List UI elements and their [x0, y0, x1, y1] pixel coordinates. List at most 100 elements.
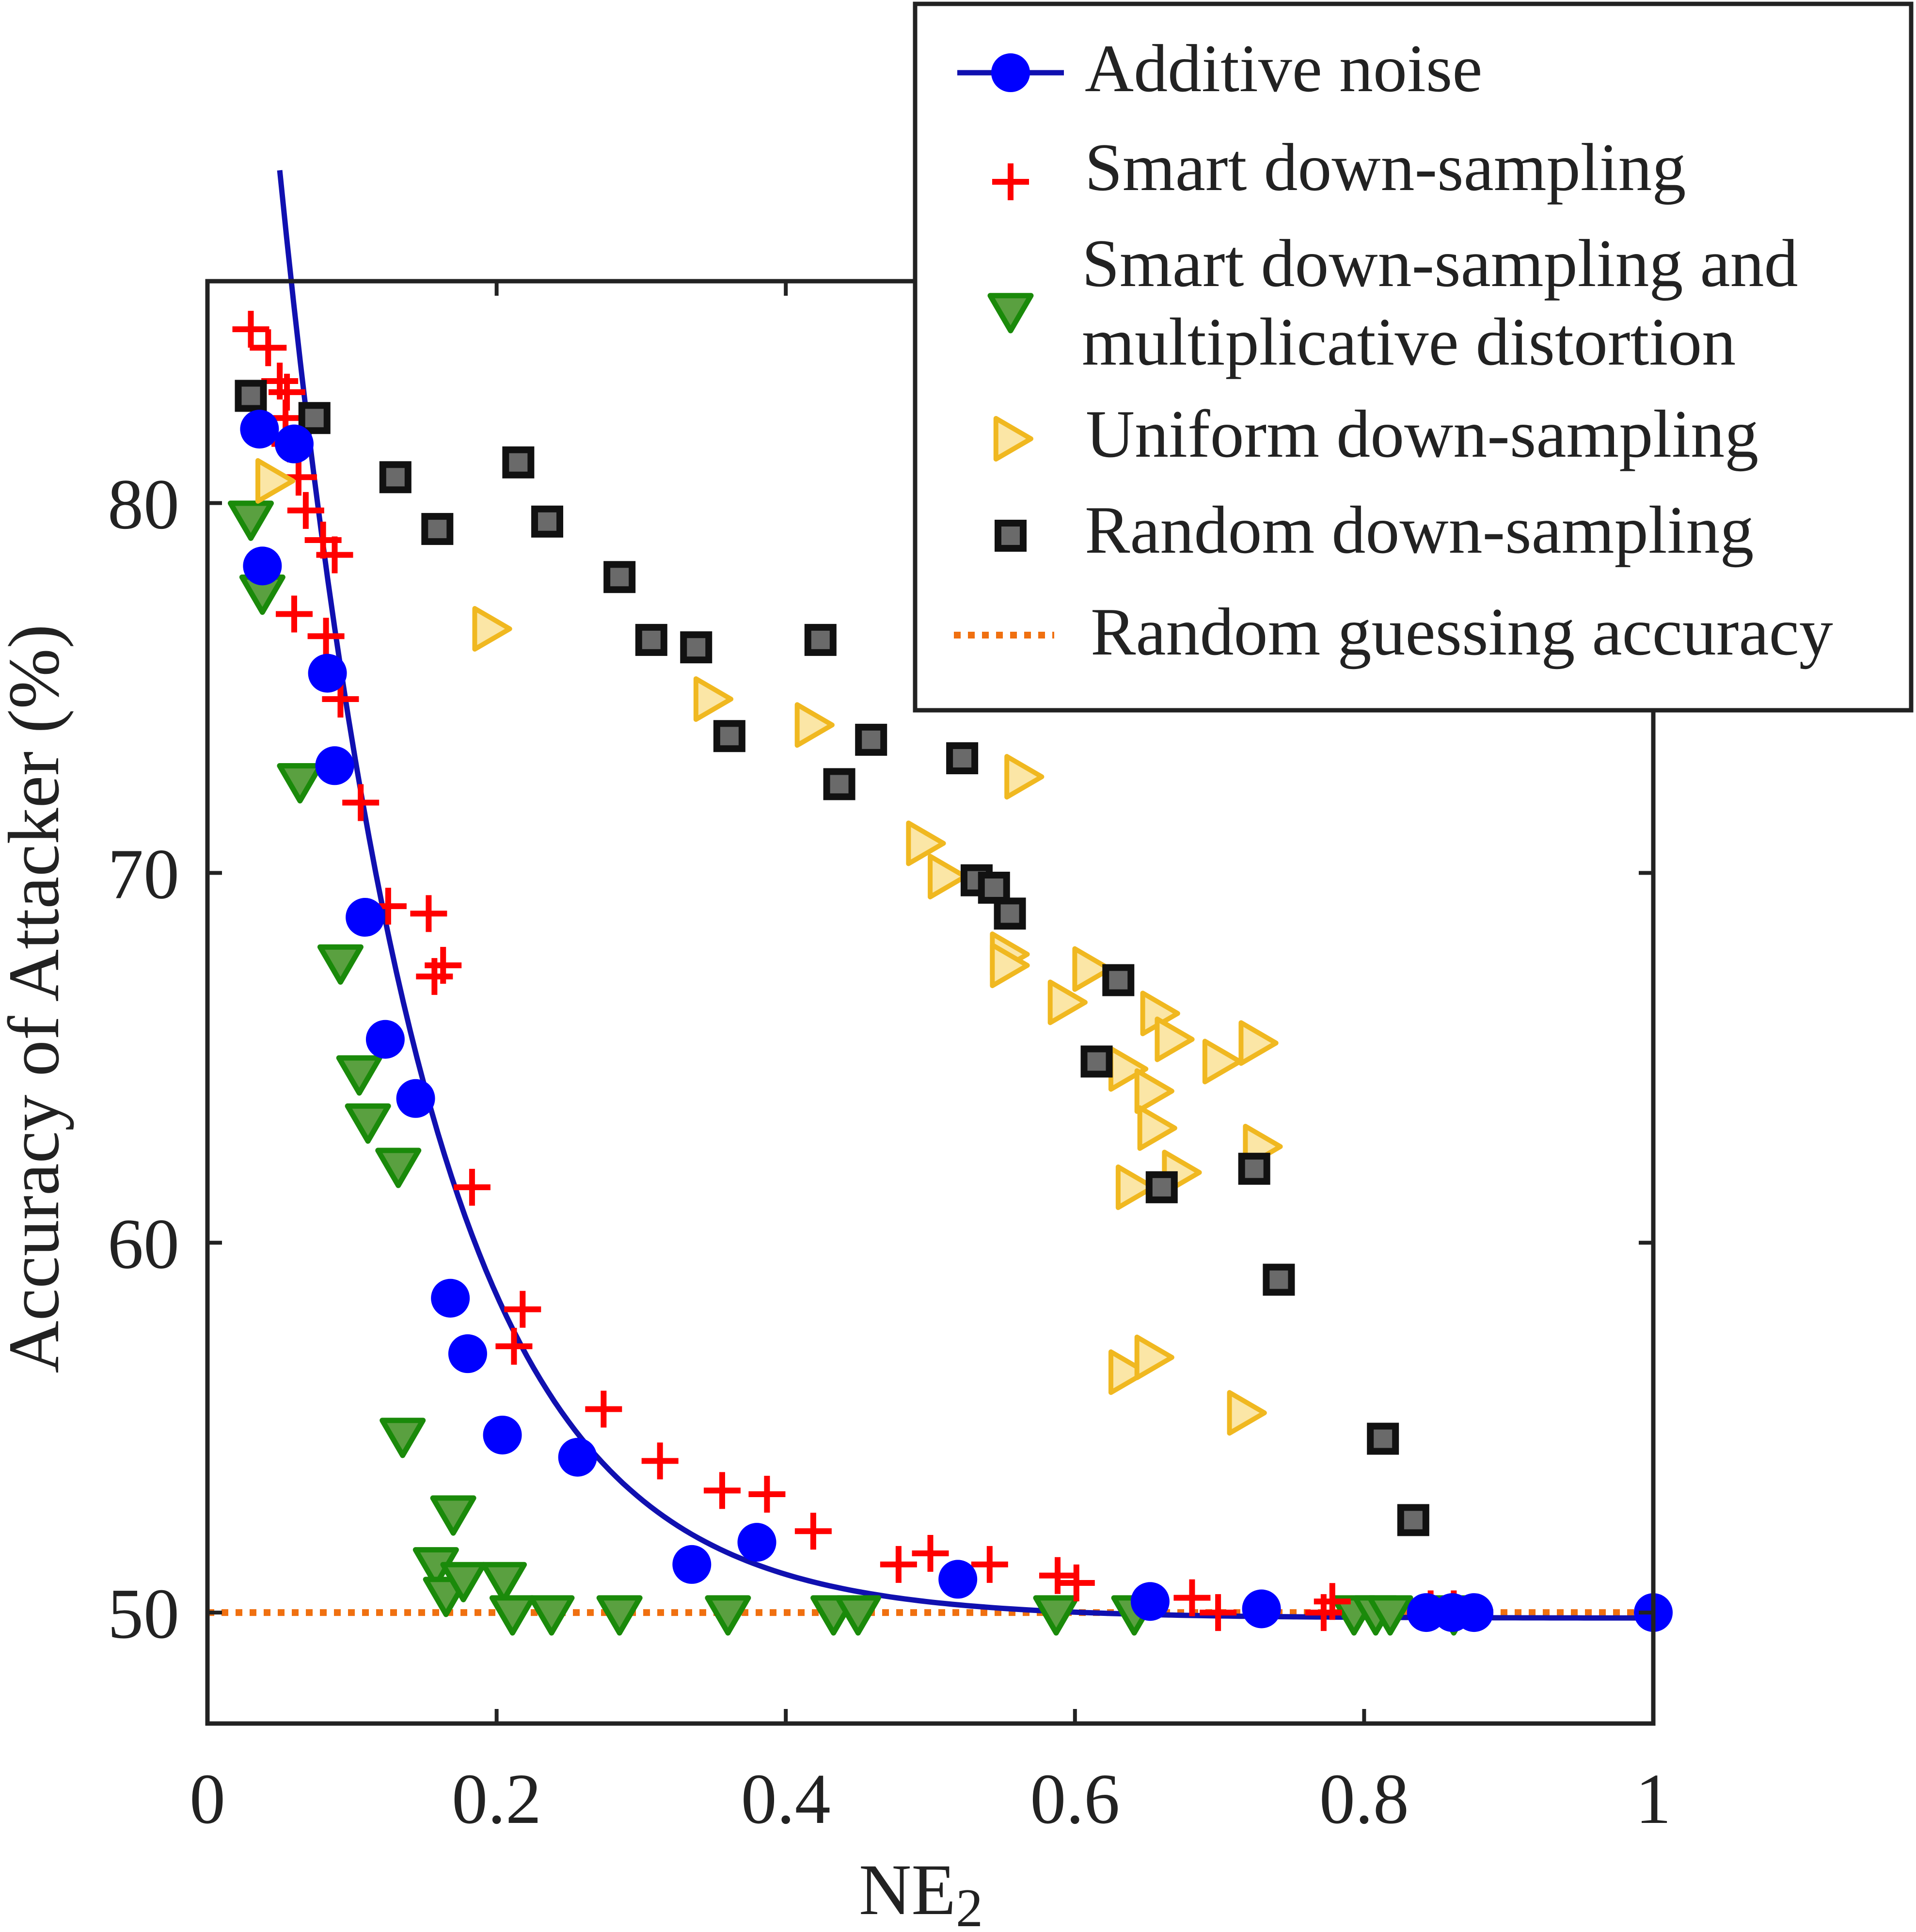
smart-mult-point-5-shape: [345, 1103, 391, 1144]
random-point-18-shape: [1080, 1045, 1113, 1078]
smart-mult-point-4: [336, 1055, 382, 1096]
smart-mult-point-7: [380, 1418, 426, 1458]
uniform-point-9: [1047, 979, 1088, 1025]
smart-mult-point-3-shape: [317, 944, 364, 985]
smart-point-15-shape: [410, 895, 447, 932]
axes: 0 0.2 0.4 0.6 0.8 1 50 60 70 80 NE2 Accuracy of …: [0, 279, 1671, 1932]
legend-additive-noise-label-0: Additive noise: [1085, 31, 1482, 106]
random-point-7-shape: [635, 623, 667, 656]
smart-point-18-shape: [453, 1168, 491, 1206]
smart-point-7-shape: [287, 492, 324, 529]
random-point-21: [1263, 1263, 1295, 1296]
uniform-point-10: [1072, 946, 1112, 992]
smart-mult-point-15-shape: [596, 1595, 643, 1636]
smart-point-23: [703, 1472, 741, 1509]
random-point-2: [379, 461, 412, 494]
smart-mult-point-13-shape: [489, 1595, 536, 1636]
random-point-13: [946, 742, 979, 775]
smart-point-25: [794, 1513, 832, 1550]
additive-point-0: [240, 410, 279, 449]
smart-point-15: [410, 895, 447, 932]
random-point-8-shape: [680, 631, 713, 664]
additive-point-3: [308, 654, 347, 693]
additive-point-9: [448, 1334, 487, 1373]
smart-mult-point-4-shape: [336, 1055, 382, 1096]
random-point-22-shape: [1367, 1422, 1399, 1455]
uniform-point-4-shape: [1004, 754, 1045, 800]
additive-point-11: [558, 1437, 597, 1477]
additive-point-15: [1130, 1582, 1170, 1621]
legend-smart-mult-label-1: multiplicative distortion: [1082, 304, 1736, 380]
smart-point-1: [250, 329, 287, 367]
smart-point-1-shape: [250, 329, 287, 367]
smart-point-28: [971, 1546, 1008, 1583]
additive-point-5: [346, 898, 385, 937]
uniform-point-13-shape: [1202, 1038, 1243, 1085]
additive-point-11-shape: [558, 1437, 597, 1477]
legend-additive-noise: Additive noise: [957, 31, 1482, 106]
x-axis-label-subscript: 2: [956, 1878, 983, 1932]
smart-point-17: [416, 958, 453, 995]
uniform-point-1-shape: [472, 606, 512, 652]
random-point-15-shape: [978, 871, 1010, 904]
smart-mult-point-3: [317, 944, 364, 985]
smart-point-22-shape: [641, 1442, 679, 1480]
uniform-point-12-shape: [1155, 1016, 1195, 1062]
smart-point-9: [316, 536, 353, 574]
x-axis-ticks: 0 0.2 0.4 0.6 0.8 1: [190, 281, 1671, 1839]
legend-uniform-marker: [993, 416, 1033, 462]
additive-point-14-shape: [938, 1560, 978, 1599]
additive-point-15-shape: [1130, 1582, 1170, 1621]
uniform-point-1: [472, 606, 512, 652]
random-point-12: [855, 723, 887, 756]
random-point-2-shape: [379, 461, 412, 494]
plot-area: [207, 170, 1673, 1636]
random-point-3: [421, 513, 454, 545]
smart-point-20-shape: [495, 1327, 533, 1365]
uniform-point-2-shape: [693, 676, 734, 722]
uniform-point-5: [906, 820, 946, 866]
uniform-point-4: [1004, 754, 1045, 800]
random-point-19-shape: [1145, 1171, 1178, 1203]
legend-smart-mult-marker-shape: [987, 293, 1034, 334]
additive-point-2-shape: [274, 424, 314, 463]
smart-mult-point-6-shape: [375, 1148, 422, 1188]
smart-point-26-shape: [880, 1546, 917, 1583]
random-point-4: [502, 446, 535, 479]
additive-point-13: [737, 1523, 776, 1562]
smart-point-31: [1173, 1579, 1211, 1616]
uniform-point-6: [928, 854, 968, 900]
uniform-point-series: [255, 458, 1283, 1436]
smart-mult-point-23: [1367, 1595, 1413, 1636]
smart-mult-point-15: [596, 1595, 643, 1636]
legend-random-guessing-label-0: Random guessing accuracy: [1091, 594, 1833, 670]
uniform-point-20-shape: [1115, 1164, 1156, 1210]
legend-uniform-marker-shape: [993, 416, 1033, 462]
uniform-point-8: [990, 942, 1030, 989]
additive-point-5-shape: [346, 898, 385, 937]
additive-point-series: [240, 410, 1673, 1632]
random-point-0-shape: [235, 380, 267, 412]
random-point-11-shape: [823, 768, 855, 800]
random-point-7: [635, 623, 667, 656]
random-point-1-shape: [298, 402, 331, 434]
legend-smart-down-sampling-marker-shape: [992, 163, 1029, 200]
x-tick-label-3: 0.6: [1030, 1759, 1120, 1839]
smart-mult-point-12-shape: [481, 1562, 527, 1602]
smart-mult-point-2-shape: [277, 763, 323, 804]
smart-mult-point-11-shape: [440, 1562, 487, 1602]
random-point-23: [1397, 1504, 1429, 1536]
uniform-point-6-shape: [928, 854, 968, 900]
uniform-point-10-shape: [1072, 946, 1112, 992]
x-tick-label-2: 0.4: [741, 1759, 831, 1839]
uniform-point-16-shape: [1134, 1068, 1174, 1114]
x-tick-label-5: 1: [1635, 1759, 1671, 1839]
legend-smart-down-sampling-marker: [992, 163, 1029, 200]
smart-point-0: [232, 311, 269, 348]
smart-point-9-shape: [316, 536, 353, 574]
additive-point-10-shape: [483, 1415, 522, 1454]
smart-point-22: [641, 1442, 679, 1480]
smart-point-28-shape: [971, 1546, 1008, 1583]
smart-mult-point-18-shape: [835, 1595, 881, 1636]
smart-point-23-shape: [703, 1472, 741, 1509]
